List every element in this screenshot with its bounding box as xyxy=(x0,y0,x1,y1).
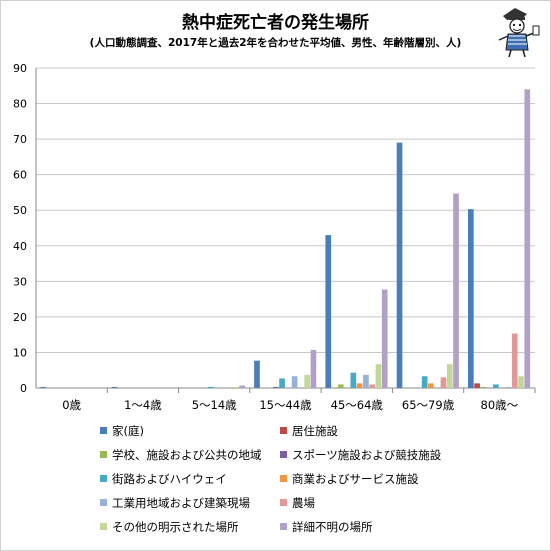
y-tick-label: 60 xyxy=(13,169,27,182)
legend-swatch xyxy=(100,523,107,530)
bar-5-5 xyxy=(350,372,357,388)
bar-5-3 xyxy=(207,386,214,388)
legend-label: 居住施設 xyxy=(292,424,338,438)
bar-10-3 xyxy=(239,385,245,388)
bar-8-6 xyxy=(440,377,447,388)
bar-1-6 xyxy=(396,142,403,388)
legend-item: スポーツ施設および競技施設 xyxy=(280,447,441,463)
y-tick-label: 20 xyxy=(13,311,27,324)
chart-title: 熱中症死亡者の発生場所 xyxy=(182,13,369,33)
bar-10-6 xyxy=(453,193,459,388)
mascot-icon xyxy=(498,8,540,58)
bar-1-4 xyxy=(254,360,260,388)
legend-label: その他の明示された場所 xyxy=(112,520,239,534)
legend-swatch xyxy=(280,499,287,506)
legend-label: 農場 xyxy=(292,496,315,510)
legend-swatch xyxy=(280,451,287,458)
y-tick-label: 0 xyxy=(20,382,27,395)
legend-item: その他の明示された場所 xyxy=(100,519,239,535)
chart-subtitle: (人口動態調査、2017年と過去2年を合わせた平均値、男性、年齢階層別、人) xyxy=(89,37,462,49)
bar-9-5 xyxy=(375,364,382,388)
bar-9-3 xyxy=(233,386,239,388)
bar-6-6 xyxy=(428,383,434,388)
legend-item: 商業およびサービス施設 xyxy=(280,471,419,487)
legend-swatch xyxy=(100,499,107,506)
bar-7-5 xyxy=(363,374,369,388)
legend-swatch xyxy=(100,451,107,458)
x-tick-label: 1〜4歳 xyxy=(124,398,162,412)
x-tick-label: 5〜14歳 xyxy=(192,398,237,412)
y-tick-label: 70 xyxy=(13,133,27,146)
legend-label: 街路およびハイウェイ xyxy=(112,472,227,486)
legend-item: 学校、施設および公共の地域 xyxy=(100,447,262,463)
bar-7-4 xyxy=(291,376,298,388)
y-tick-label: 10 xyxy=(13,346,27,359)
bar-9-6 xyxy=(446,364,453,388)
legend-swatch xyxy=(100,475,107,482)
x-tick-label: 45〜64歳 xyxy=(331,398,384,412)
bar-2-7 xyxy=(474,383,480,388)
bar-3-7 xyxy=(480,386,487,388)
bar-8-7 xyxy=(511,333,518,388)
bar-10-4 xyxy=(310,349,317,388)
legend-item: 農場 xyxy=(280,495,315,511)
legend-label: 学校、施設および公共の地域 xyxy=(112,448,262,462)
x-tick-label: 65〜79歳 xyxy=(402,398,455,412)
bar-1-1 xyxy=(40,386,46,388)
bar-9-7 xyxy=(518,376,524,388)
bar-8-5 xyxy=(369,384,376,388)
bar-9-4 xyxy=(304,374,310,388)
bar-5-6 xyxy=(421,376,428,388)
legend-label: 家(庭) xyxy=(112,424,144,438)
legend-item: 詳細不明の場所 xyxy=(280,519,373,535)
legend-item: 街路およびハイウェイ xyxy=(100,471,227,487)
legend-item: 工業用地域および建築現場 xyxy=(100,495,250,511)
bar-5-4 xyxy=(279,378,285,388)
y-tick-label: 50 xyxy=(13,204,27,217)
y-tick-label: 40 xyxy=(13,240,27,253)
y-tick-label: 90 xyxy=(13,62,27,75)
legend-label: 商業およびサービス施設 xyxy=(292,472,419,486)
x-tick-label: 80歳〜 xyxy=(481,398,519,412)
legend-item: 居住施設 xyxy=(280,423,338,439)
legend-label: 詳細不明の場所 xyxy=(292,520,373,534)
bar-4-4 xyxy=(272,386,279,388)
legend-swatch xyxy=(100,427,107,434)
bar-1-7 xyxy=(467,209,474,388)
x-tick-label: 15〜44歳 xyxy=(259,398,312,412)
legend-label: スポーツ施設および競技施設 xyxy=(292,448,442,462)
bar-6-5 xyxy=(356,383,363,388)
bar-10-5 xyxy=(381,289,388,388)
legend-swatch xyxy=(280,475,287,482)
bar-5-7 xyxy=(493,384,499,388)
y-tick-label: 80 xyxy=(13,98,27,111)
legend-label: 工業用地域および建築現場 xyxy=(112,496,250,510)
bar-7-7 xyxy=(505,386,512,388)
legend-swatch xyxy=(280,523,287,530)
bar-3-5 xyxy=(337,384,344,388)
bar-1-2 xyxy=(111,386,118,388)
bar-1-5 xyxy=(325,235,332,388)
legend-item: 家(庭) xyxy=(100,423,144,439)
x-tick-label: 0歳 xyxy=(62,398,81,412)
bar-10-7 xyxy=(524,89,531,388)
y-tick-label: 30 xyxy=(13,275,27,288)
legend-swatch xyxy=(280,427,287,434)
